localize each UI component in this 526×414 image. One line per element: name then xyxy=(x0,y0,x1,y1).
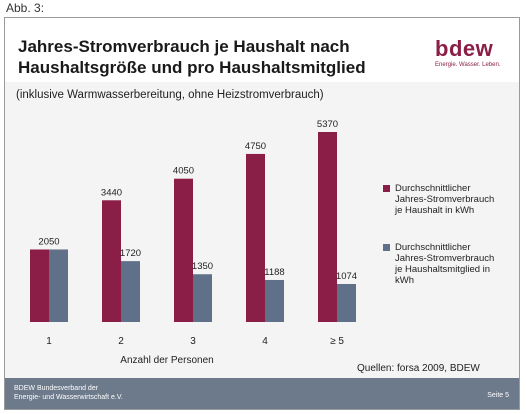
bar-series-1-1 xyxy=(30,249,49,322)
bar-series-2-3 xyxy=(193,274,212,322)
data-label-series-1-3: 4050 xyxy=(173,166,194,177)
legend-text-series-1-line-3: je Haushalt in kWh xyxy=(395,205,475,216)
slide: Jahres-Stromverbrauch je Haushalt nach H… xyxy=(4,17,520,410)
bdew-logo: bdew Energie. Wasser. Leben. xyxy=(435,36,509,69)
data-label-series-1-2: 3440 xyxy=(101,187,122,198)
bar-series-2-1 xyxy=(49,249,68,322)
data-label-series-2-2: 1720 xyxy=(120,248,141,259)
footer-org-line-2: Energie- und Wasserwirtschaft e.V. xyxy=(14,394,123,401)
bar-series-1-2 xyxy=(102,200,121,322)
legend-swatch-series-2 xyxy=(383,244,390,251)
bar-series-2-4 xyxy=(265,279,284,322)
slide-header: Jahres-Stromverbrauch je Haushalt nach H… xyxy=(5,18,519,82)
legend-text-series-2-line-1: Durchschnittlicher xyxy=(395,242,471,253)
legend-text-series-2-line-3: je Haushaltsmitglied in xyxy=(395,264,491,275)
x-tick-label-4: 4 xyxy=(262,336,268,347)
data-label-series-2-5: 1074 xyxy=(336,271,357,282)
x-tick-label-1: 1 xyxy=(46,336,52,347)
x-axis-label: Anzahl der Personen xyxy=(120,355,213,366)
bar-series-2-2 xyxy=(121,261,140,322)
chart-title-line-2: Haushaltsgröße und pro Haushaltsmitglied xyxy=(18,58,366,77)
footer-organization: BDEW Bundesverband der Energie- und Wass… xyxy=(14,384,123,402)
logo-wordmark: bdew xyxy=(435,36,494,61)
bar-series-2-5 xyxy=(337,284,356,322)
x-tick-label-3: 3 xyxy=(190,336,196,347)
data-label-series-2-3: 1350 xyxy=(192,261,213,272)
legend-text-series-2-line-4: kWh xyxy=(395,275,414,286)
data-label-series-1-5: 5370 xyxy=(317,119,338,130)
logo-tagline: Energie. Wasser. Leben. xyxy=(435,62,501,68)
figure-label: Abb. 3: xyxy=(6,1,45,15)
legend-item-series-2: Durchschnittlicher Jahres-Stromverbrauch j… xyxy=(383,242,515,286)
footer-page-number: Seite 5 xyxy=(487,392,509,399)
legend-text-series-2-line-2: Jahres-Stromverbrauch xyxy=(395,253,495,264)
bar-series-1-5 xyxy=(318,132,337,322)
x-tick-label-2: 2 xyxy=(118,336,124,347)
data-label-series-1-4: 4750 xyxy=(245,141,266,152)
bar-series-1-4 xyxy=(246,153,265,322)
legend-text-series-1-line-1: Durchschnittlicher xyxy=(395,183,471,194)
chart-title: Jahres-Stromverbrauch je Haushalt nach H… xyxy=(18,36,366,78)
legend-item-series-1: Durchschnittlicher Jahres-Stromverbrauch j… xyxy=(383,183,515,216)
legend-text-series-1-line-2: Jahres-Stromverbrauch xyxy=(395,194,495,205)
legend-swatch-series-1 xyxy=(383,185,390,192)
bar-series-1-3 xyxy=(174,178,193,322)
chart-legend: Durchschnittlicher Jahres-Stromverbrauch j… xyxy=(383,183,515,312)
footer-org-line-1: BDEW Bundesverband der xyxy=(14,385,99,392)
data-label-series-2-4: 1188 xyxy=(264,267,284,278)
data-label-series-1-1: 2050 xyxy=(38,236,59,247)
x-tick-label-5: ≥ 5 xyxy=(330,336,344,347)
bar-chart: 2050 1 3440 1720 2 4050 1350 3 4750 1188 4 5370 1074… xyxy=(30,119,357,366)
chart-subtitle: (inklusive Warmwasserbereitung, ohne Hei… xyxy=(16,89,324,101)
chart-title-line-1: Jahres-Stromverbrauch je Haushalt nach xyxy=(18,37,350,56)
slide-footer: BDEW Bundesverband der Energie- und Wass… xyxy=(5,378,519,409)
source-note: Quellen: forsa 2009, BDEW xyxy=(357,363,480,374)
